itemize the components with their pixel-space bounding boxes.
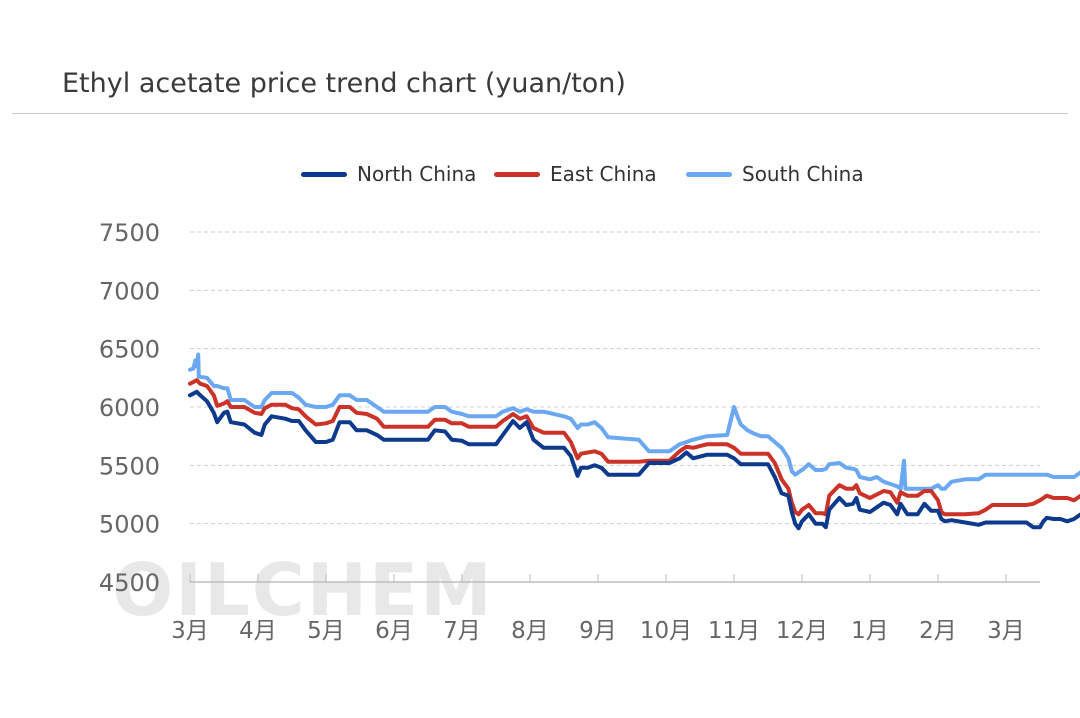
legend-swatch-north-china <box>301 171 347 177</box>
legend-swatch-south-china <box>686 171 732 177</box>
x-tick-label-0: 3月 <box>171 618 209 644</box>
x-tick-label-4: 7月 <box>443 618 481 644</box>
y-tick-label-7500: 7500 <box>99 219 160 247</box>
legend-item-south-china: South China <box>686 162 864 186</box>
series-line-east-china <box>188 378 1080 517</box>
x-tick-label-10: 1月 <box>851 618 889 644</box>
x-tick-label-3: 6月 <box>375 618 413 644</box>
y-tick-label-6500: 6500 <box>99 336 160 364</box>
watermark-logo: OILCHEM <box>112 548 494 632</box>
x-tick-label-1: 4月 <box>239 618 277 644</box>
title-divider <box>12 113 1068 114</box>
y-tick-label-7000: 7000 <box>99 277 160 305</box>
x-tick-label-7: 10月 <box>640 618 692 644</box>
x-tick-label-6: 9月 <box>579 618 617 644</box>
x-tick-label-12: 3月 <box>987 618 1025 644</box>
legend-label-north-china: North China <box>357 162 477 186</box>
legend-item-east-china: East China <box>494 162 657 186</box>
legend-item-north-china: North China <box>301 162 476 186</box>
legend-label-east-china: East China <box>550 162 657 186</box>
legend: North China East China South China <box>0 162 1080 188</box>
x-tick-label-2: 5月 <box>307 618 345 644</box>
x-tick-label-9: 12月 <box>776 618 828 644</box>
legend-swatch-east-china <box>494 171 540 177</box>
series-line-south-china <box>188 352 1080 491</box>
x-tick-label-5: 8月 <box>511 618 549 644</box>
series-line-north-china <box>188 389 1080 531</box>
y-tick-label-6000: 6000 <box>99 394 160 422</box>
chart-title: Ethyl acetate price trend chart (yuan/to… <box>62 68 626 99</box>
x-tick-label-11: 2月 <box>919 618 957 644</box>
y-tick-label-5000: 5000 <box>99 511 160 539</box>
legend-label-south-china: South China <box>742 162 864 186</box>
y-tick-label-5500: 5500 <box>99 452 160 480</box>
y-tick-label-4500: 4500 <box>99 569 160 597</box>
x-tick-label-8: 11月 <box>708 618 760 644</box>
